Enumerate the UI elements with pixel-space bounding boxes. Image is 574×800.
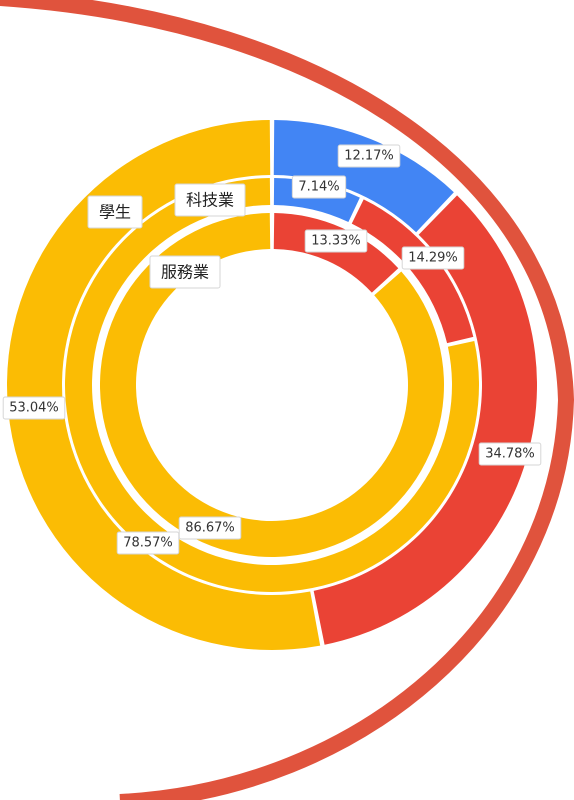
data-label-text: 7.14% [298, 180, 339, 195]
data-label-box [478, 442, 542, 466]
rings-layer [7, 120, 537, 650]
ring-name-1: 科技業 [174, 183, 246, 217]
data-label-box [401, 246, 465, 270]
data-label-text: 14.29% [408, 251, 458, 266]
data-label-text: 13.33% [311, 234, 361, 249]
data-label-box [116, 531, 180, 555]
data-label-ring1-1: 14.29% [401, 246, 465, 270]
data-label-box [291, 175, 347, 199]
data-label-box [337, 144, 401, 168]
slice-ring0-2 [7, 120, 321, 650]
ring-name-box [174, 183, 246, 217]
data-label-text: 53.04% [9, 401, 59, 416]
data-label-box [178, 516, 242, 540]
data-label-ring1-2: 78.57% [116, 531, 180, 555]
ring-name-2: 服務業 [149, 255, 221, 289]
data-label-ring0-0: 12.17% [337, 144, 401, 168]
slice-ring0-0 [273, 120, 454, 233]
data-label-ring0-2: 53.04% [2, 396, 66, 420]
ring-name-text: 科技業 [186, 191, 234, 210]
data-label-ring2-0: 13.33% [304, 229, 368, 253]
data-label-box [2, 396, 66, 420]
data-label-text: 86.67% [185, 521, 235, 536]
slice-ring1-1 [351, 199, 474, 344]
slice-ring0-1 [313, 195, 537, 645]
data-label-ring1-0: 7.14% [291, 175, 347, 199]
ring-name-box [87, 195, 143, 229]
data-label-box [304, 229, 368, 253]
data-label-ring0-1: 34.78% [478, 442, 542, 466]
data-label-text: 78.57% [123, 536, 173, 551]
ring-name-text: 學生 [99, 203, 131, 222]
ring-name-text: 服務業 [161, 263, 209, 282]
ring-name-box [149, 255, 221, 289]
ring-name-0: 學生 [87, 195, 143, 229]
data-label-ring2-1: 86.67% [178, 516, 242, 540]
labels-layer: 12.17% 34.78% 53.04% 7.14% 14.29% 78.57% 13.33… [2, 144, 542, 555]
data-label-text: 12.17% [344, 149, 394, 164]
data-label-text: 34.78% [485, 447, 535, 462]
